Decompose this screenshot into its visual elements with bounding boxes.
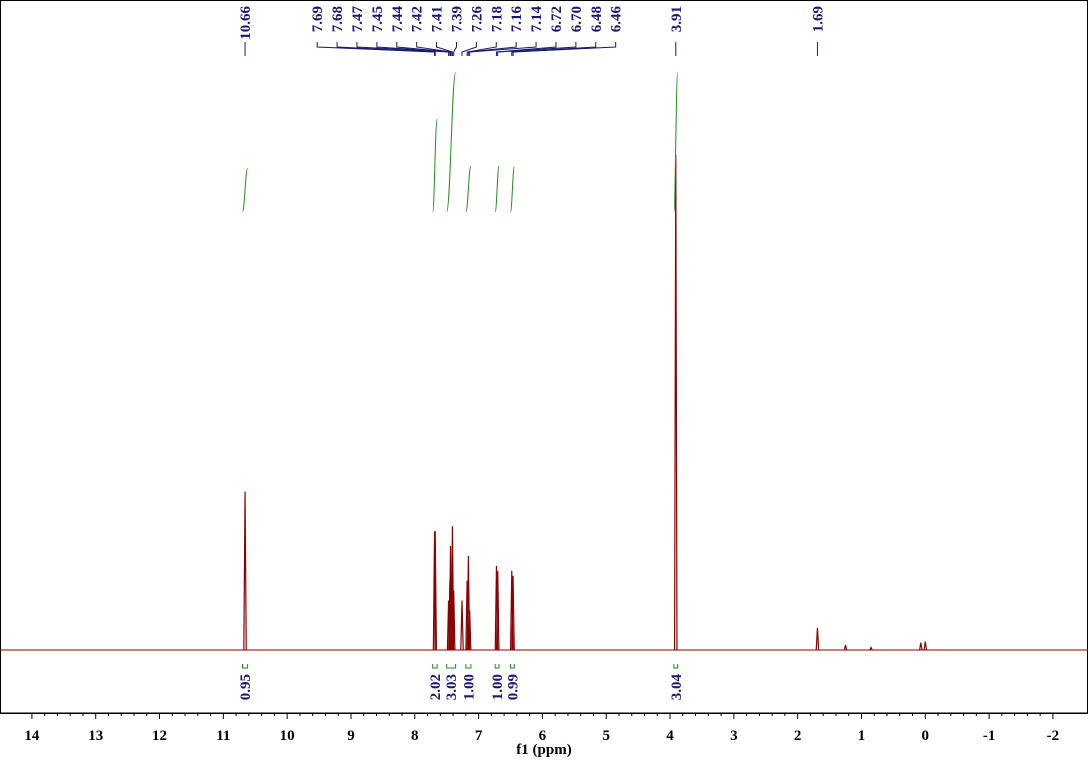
peak-label: 7.68 bbox=[330, 6, 346, 32]
integral-bracket bbox=[673, 664, 679, 669]
peak-label: 7.44 bbox=[390, 6, 406, 33]
peak-leader bbox=[511, 42, 597, 56]
peak bbox=[673, 154, 678, 651]
peak-label: 7.45 bbox=[370, 6, 386, 32]
x-tick-label: 14 bbox=[24, 728, 40, 744]
peak-label: 10.66 bbox=[238, 6, 254, 40]
peak-label: 7.69 bbox=[310, 6, 326, 32]
x-tick-label: -2 bbox=[1047, 728, 1060, 744]
x-tick-label: 12 bbox=[152, 728, 167, 744]
peak bbox=[451, 590, 456, 651]
x-tick-label: 4 bbox=[666, 728, 674, 744]
x-tick-label: 0 bbox=[922, 728, 930, 744]
integral-bracket bbox=[494, 664, 500, 669]
integral-curve bbox=[673, 71, 679, 213]
peak bbox=[869, 646, 873, 651]
x-tick-label: 1 bbox=[858, 728, 866, 744]
integral-label: 1.00 bbox=[461, 674, 477, 700]
peak-label: 6.72 bbox=[549, 6, 565, 32]
peak-label: 3.91 bbox=[669, 6, 685, 32]
x-tick-label: 6 bbox=[539, 728, 547, 744]
peak bbox=[815, 627, 820, 651]
peak-leader bbox=[466, 42, 497, 56]
peak-label: 7.26 bbox=[469, 6, 485, 33]
peak bbox=[923, 641, 928, 651]
x-tick-label: 7 bbox=[475, 728, 483, 744]
peak bbox=[243, 491, 247, 651]
peak-label: 7.42 bbox=[410, 6, 426, 32]
x-tick-label: 2 bbox=[794, 728, 802, 744]
plot-frame bbox=[0, 0, 1088, 714]
peak-leader bbox=[356, 42, 450, 56]
peak-label: 1.69 bbox=[810, 6, 826, 32]
peak-label: 6.48 bbox=[589, 6, 605, 32]
peak bbox=[467, 610, 472, 651]
peak-label: 7.39 bbox=[449, 6, 465, 32]
peak-label: 7.16 bbox=[509, 6, 525, 33]
x-tick-label: 5 bbox=[602, 728, 610, 744]
peak bbox=[511, 575, 515, 651]
peak bbox=[433, 531, 437, 651]
peak-label: 7.14 bbox=[529, 6, 545, 33]
integral-bracket bbox=[241, 664, 249, 669]
peak-label: 7.41 bbox=[430, 6, 446, 32]
peak-label: 7.47 bbox=[350, 6, 366, 33]
peak-leader bbox=[436, 42, 453, 56]
peak-label: 6.70 bbox=[569, 6, 585, 32]
integral-bracket bbox=[446, 664, 457, 669]
integral-bracket bbox=[432, 664, 438, 669]
peak bbox=[432, 531, 437, 651]
peak-leader bbox=[376, 42, 451, 56]
x-tick-label: 11 bbox=[216, 728, 230, 744]
peak bbox=[919, 642, 923, 651]
peak bbox=[460, 600, 464, 651]
x-tick-label: 3 bbox=[730, 728, 738, 744]
integral-bracket bbox=[465, 664, 472, 669]
integral-label: 0.99 bbox=[505, 674, 521, 700]
integral-curve bbox=[494, 165, 500, 213]
peak-leader bbox=[495, 42, 557, 56]
x-tick-label: 13 bbox=[88, 728, 103, 744]
integral-curve bbox=[241, 167, 249, 213]
peak-leader bbox=[461, 42, 477, 56]
peak-leader bbox=[316, 42, 436, 56]
x-tick-label: 9 bbox=[347, 728, 355, 744]
peak bbox=[843, 644, 848, 651]
x-tick-label: 8 bbox=[411, 728, 419, 744]
integral-curve bbox=[446, 72, 457, 213]
integral-curve bbox=[432, 118, 438, 213]
peak-leader bbox=[469, 42, 537, 56]
integral-curve bbox=[510, 165, 515, 213]
x-tick-label: 10 bbox=[280, 728, 295, 744]
integral-label: 0.95 bbox=[238, 674, 254, 700]
peak-leader bbox=[497, 42, 577, 56]
integral-label: 3.03 bbox=[444, 674, 460, 700]
peak-leader bbox=[396, 42, 452, 56]
integral-label: 1.00 bbox=[490, 674, 506, 700]
peak-leader bbox=[416, 42, 453, 56]
integral-curve bbox=[465, 165, 472, 213]
integral-label: 2.02 bbox=[428, 674, 444, 700]
peak-leader bbox=[512, 42, 617, 56]
peak-leader bbox=[453, 42, 457, 56]
peak-leader bbox=[336, 42, 436, 56]
peak bbox=[495, 570, 500, 651]
integral-bracket bbox=[509, 664, 515, 669]
peak-label: 7.18 bbox=[489, 6, 505, 32]
peak-leader bbox=[467, 42, 517, 56]
integral-label: 3.04 bbox=[669, 674, 685, 701]
x-axis-label: f1 (ppm) bbox=[516, 742, 571, 758]
peak-label: 6.46 bbox=[609, 6, 625, 33]
x-tick-label: -1 bbox=[983, 728, 996, 744]
